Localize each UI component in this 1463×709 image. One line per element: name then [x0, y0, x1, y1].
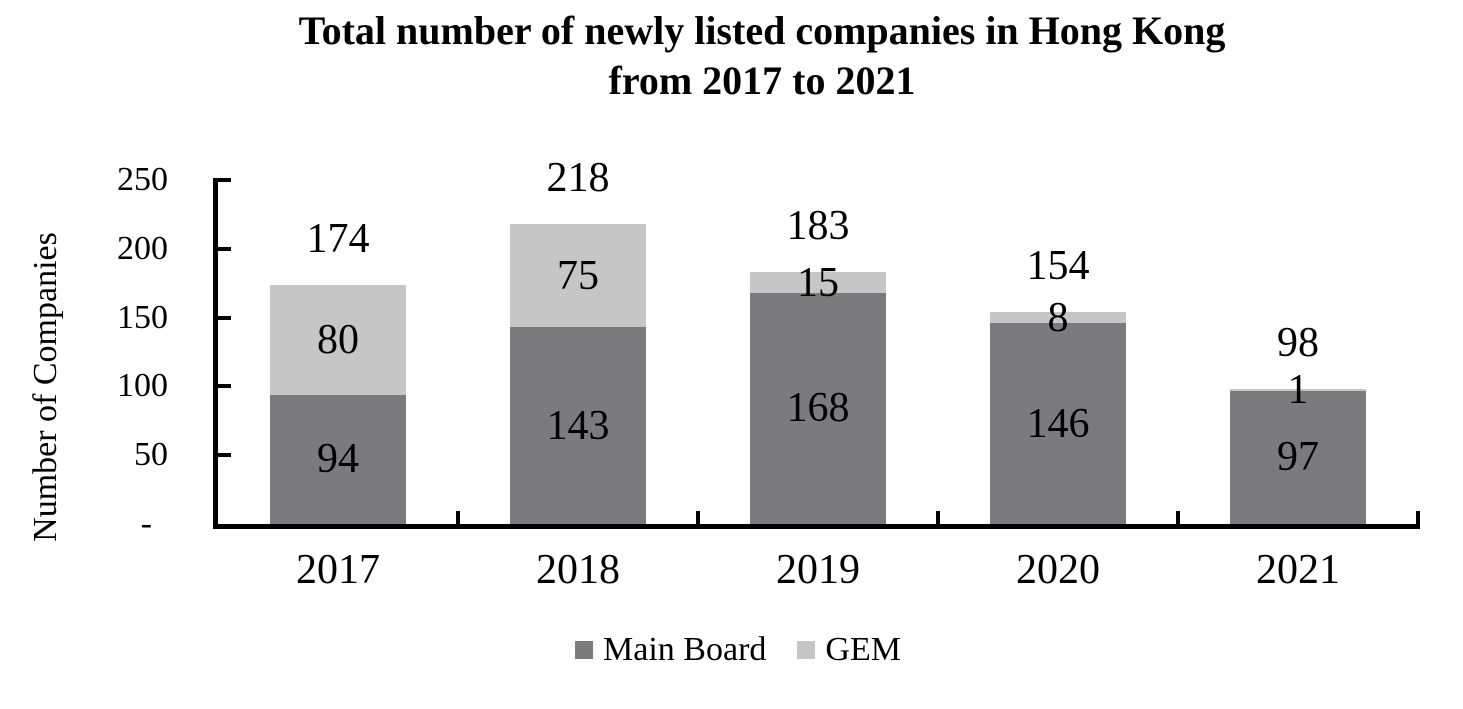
x-category-label: 2017 — [296, 547, 380, 593]
bar-segment-main-board — [1230, 390, 1366, 524]
chart-title-line2: from 2017 to 2021 — [608, 58, 916, 103]
chart-title: Total number of newly listed companies i… — [299, 6, 1226, 106]
x-category-label: 2020 — [1016, 547, 1100, 593]
legend-label-gem: GEM — [825, 631, 901, 668]
bar-segment-gem — [990, 312, 1126, 324]
y-tick-mark — [216, 453, 231, 458]
bar-segment-main-board — [750, 292, 886, 524]
x-tick-mark — [936, 511, 940, 525]
y-tick-mark — [216, 384, 231, 389]
x-tick-mark — [1176, 511, 1180, 525]
y-tick-label: 250 — [117, 161, 168, 198]
y-tick-label: 200 — [117, 229, 168, 267]
x-tick-mark — [456, 511, 460, 525]
x-category-label: 2021 — [1256, 547, 1340, 593]
y-tick-label: 50 — [134, 436, 168, 474]
x-axis-line — [213, 524, 1420, 529]
legend-item-main-board: Main Board — [575, 631, 766, 669]
x-category-label: 2018 — [536, 547, 620, 593]
bar-segment-main-board — [510, 327, 646, 524]
total-value-label: 154 — [1026, 243, 1090, 290]
gem-value-label: 15 — [797, 259, 839, 306]
y-tick-mark — [216, 246, 231, 251]
y-axis-title: Number of Companies — [27, 232, 64, 542]
bar-segment-main-board — [270, 394, 406, 524]
gem-value-label: 8 — [1047, 294, 1069, 341]
bar-segment-gem — [270, 284, 406, 395]
total-value-label: 98 — [1277, 320, 1319, 367]
y-tick-label: - — [140, 505, 152, 542]
legend-item-gem: GEM — [797, 631, 901, 669]
y-tick-mark — [216, 178, 231, 182]
x-tick-mark — [696, 511, 700, 525]
legend-swatch-gem — [797, 641, 816, 659]
y-tick-mark — [216, 315, 231, 320]
gem-value-label: 1 — [1287, 366, 1309, 413]
main-board-value-label: 143 — [546, 402, 610, 449]
y-tick-label: 150 — [117, 298, 168, 336]
main-board-value-label: 146 — [1026, 400, 1090, 447]
total-value-label: 174 — [306, 215, 370, 262]
main-board-value-label: 168 — [786, 385, 850, 432]
legend-swatch-main-board — [575, 641, 594, 659]
x-tick-mark — [1416, 511, 1420, 525]
bar-segment-gem — [750, 272, 886, 293]
chart-title-line1: Total number of newly listed companies i… — [298, 8, 1226, 53]
x-category-label: 2019 — [776, 547, 860, 593]
legend: Main Board GEM — [575, 631, 901, 669]
gem-value-label: 80 — [317, 316, 359, 363]
gem-value-label: 75 — [557, 252, 599, 299]
main-board-value-label: 97 — [1277, 434, 1319, 481]
total-value-label: 183 — [786, 203, 850, 250]
y-tick-label: 100 — [117, 367, 168, 405]
legend-label-main-board: Main Board — [603, 631, 767, 668]
y-axis-line — [213, 178, 218, 528]
bar-segment-gem — [1230, 389, 1366, 391]
main-board-value-label: 94 — [317, 436, 359, 483]
bar-segment-gem — [510, 224, 646, 328]
total-value-label: 218 — [546, 155, 610, 202]
bar-segment-main-board — [990, 323, 1126, 524]
